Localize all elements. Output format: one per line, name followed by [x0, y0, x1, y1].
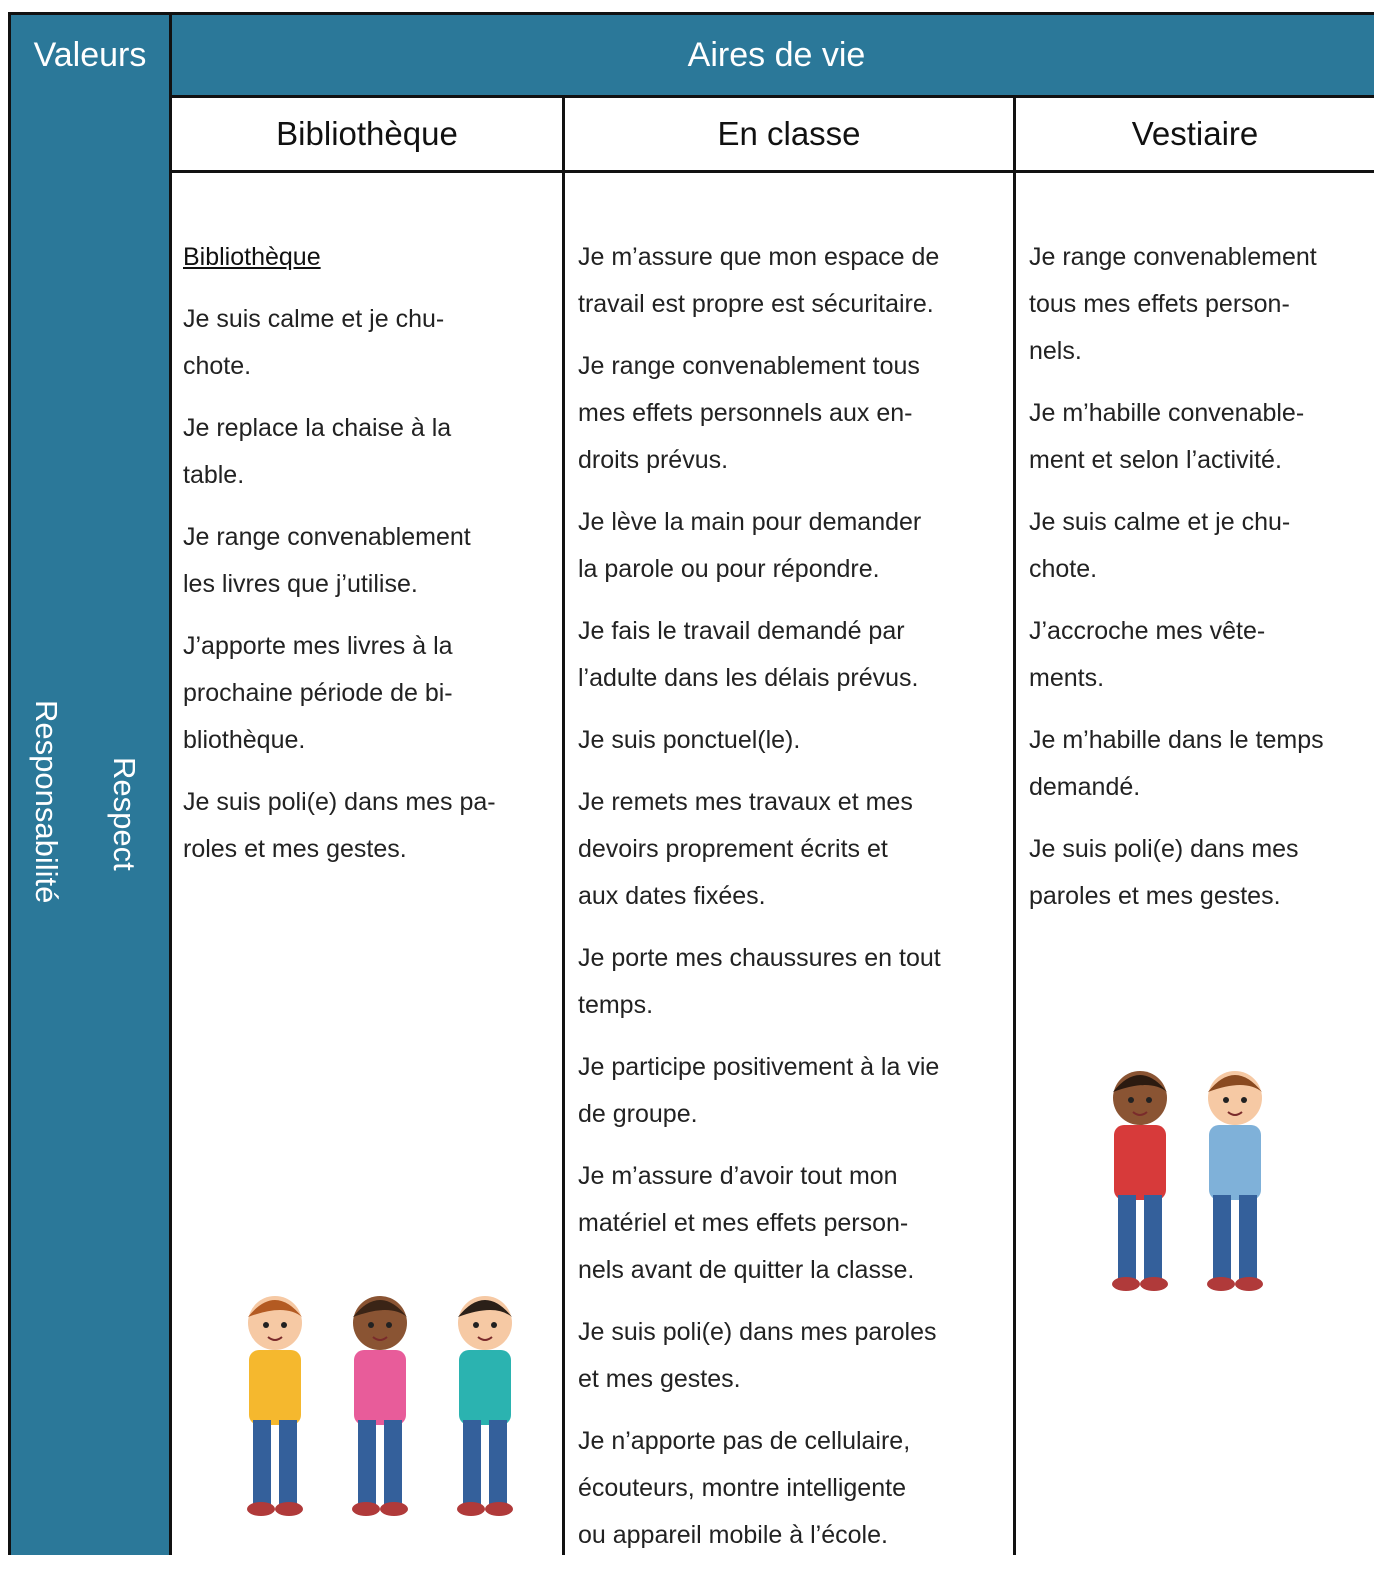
side-label: Responsabilité — [29, 700, 64, 904]
column-title: Bibliothèque — [276, 115, 458, 152]
rule-item: Je range convenablement les livres que j… — [183, 523, 471, 598]
rule-item: J’apporte mes livres à la prochaine péri… — [183, 632, 453, 754]
column-title: En classe — [717, 115, 861, 152]
rule-item: Je range convenablement tous mes effets … — [1029, 243, 1317, 365]
rule-item: Je m’habille dans le temps demandé. — [1029, 726, 1324, 801]
rule-item: Je n’apporte pas de cellulaire, écouteur… — [578, 1427, 911, 1549]
rule-item: Je suis calme et je chu- chote. — [1029, 508, 1291, 583]
column-body: Je m’assure que mon espace de travail es… — [578, 234, 941, 1574]
column-body: Je range convenablement tous mes effets … — [1029, 234, 1324, 935]
rule-item: Je replace la chaise à la table. — [183, 414, 452, 489]
side-label: Respect — [107, 757, 142, 871]
areas-header: Aires de vie — [169, 12, 1374, 98]
column-divider — [562, 95, 565, 1555]
column-title: Vestiaire — [1131, 115, 1259, 152]
column-body: Bibliothèque Je suis calme et je chu- cho… — [183, 234, 496, 888]
rule-item: J’accroche mes vête- ments. — [1029, 617, 1266, 692]
rule-item: Je suis poli(e) dans mes paroles et mes … — [578, 1318, 937, 1393]
children-illustration — [1111, 1070, 1264, 1292]
column-heading: Bibliothèque — [183, 243, 321, 271]
rule-item: Je suis calme et je chu- chote. — [183, 305, 445, 380]
values-header: Valeurs — [8, 12, 172, 98]
rule-item: Je participe positivement à la vie de gr… — [578, 1053, 940, 1128]
children-illustration — [246, 1295, 514, 1517]
rule-item: Je suis poli(e) dans mes paroles et mes … — [1029, 835, 1299, 910]
values-column — [8, 95, 172, 1555]
rule-item: Je suis poli(e) dans mes pa- roles et me… — [183, 788, 496, 863]
column-divider — [1013, 95, 1016, 1555]
rule-item: Je m’assure d’avoir tout mon matériel et… — [578, 1162, 915, 1284]
rule-item: Je lève la main pour demander la parole … — [578, 508, 922, 583]
rule-item: Je remets mes travaux et mes devoirs pro… — [578, 788, 913, 910]
rule-item: Je porte mes chaussures en tout temps. — [578, 944, 941, 1019]
rule-item: Je suis ponctuel(le). — [578, 726, 801, 754]
rule-item: Je m’habille convenable- ment et selon l… — [1029, 399, 1305, 474]
rule-item: Je m’assure que mon espace de travail es… — [578, 243, 940, 318]
rule-item: Je fais le travail demandé par l’adulte … — [578, 617, 919, 692]
rule-item: Je range convenablement tous mes effets … — [578, 352, 920, 474]
row-divider — [169, 170, 1374, 173]
